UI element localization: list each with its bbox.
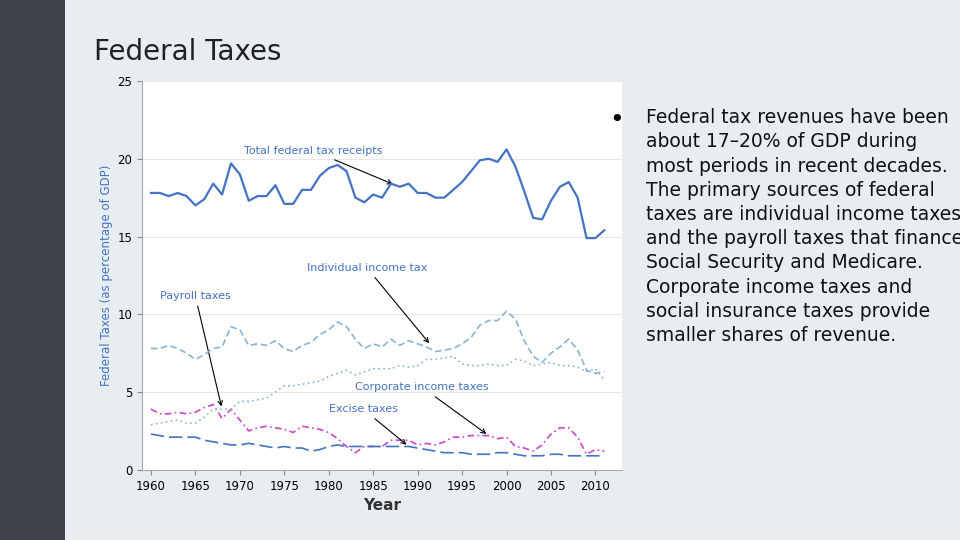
Text: Excise taxes: Excise taxes xyxy=(328,404,406,444)
Text: Federal Taxes: Federal Taxes xyxy=(94,38,281,66)
Text: Payroll taxes: Payroll taxes xyxy=(160,291,230,405)
Text: Corporate income taxes: Corporate income taxes xyxy=(355,382,489,433)
Text: •: • xyxy=(610,108,624,132)
Text: Total federal tax receipts: Total federal tax receipts xyxy=(244,146,392,184)
Y-axis label: Federal Taxes (as percentage of GDP): Federal Taxes (as percentage of GDP) xyxy=(100,165,113,386)
Text: Federal tax revenues have been
about 17–20% of GDP during
most periods in recent: Federal tax revenues have been about 17–… xyxy=(646,108,960,345)
Text: Individual income tax: Individual income tax xyxy=(306,262,428,342)
X-axis label: Year: Year xyxy=(363,498,401,513)
